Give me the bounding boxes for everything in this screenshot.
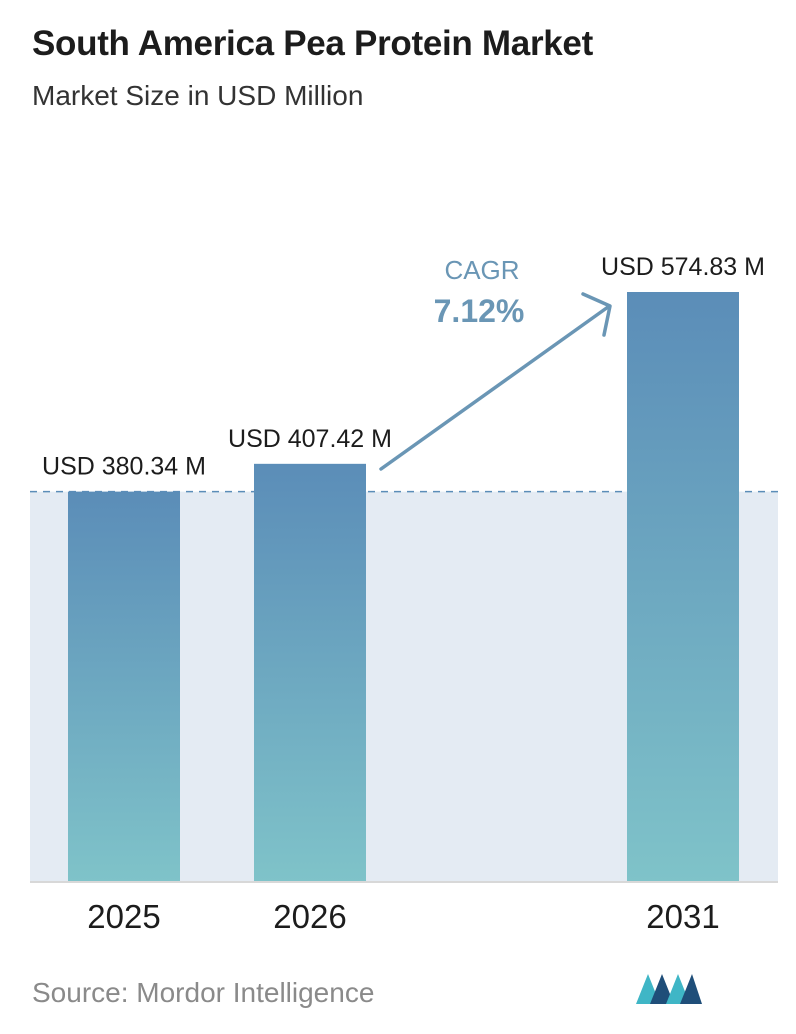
bar-chart: USD 380.34 M 2025 USD 407.42 M 2026 USD 574.… xyxy=(30,253,780,935)
bar-2025 xyxy=(68,491,180,882)
source-credit: Source: Mordor Intelligence xyxy=(32,977,375,1008)
x-tick-2025: 2025 xyxy=(87,898,160,935)
data-label-2026: USD 407.42 M xyxy=(228,425,392,453)
chart-title: South America Pea Protein Market xyxy=(32,24,593,63)
cagr-value: 7.12% xyxy=(434,293,525,329)
bar-2031 xyxy=(627,292,739,882)
x-tick-2026: 2026 xyxy=(273,898,346,935)
cagr-arrow-icon xyxy=(379,292,612,471)
data-label-2031: USD 574.83 M xyxy=(601,253,765,281)
cagr-label: CAGR xyxy=(444,255,519,285)
data-label-2025: USD 380.34 M xyxy=(42,453,206,481)
bar-2026 xyxy=(254,463,366,882)
cagr-annotation: CAGR 7.12% xyxy=(379,255,612,471)
mordor-intelligence-logo-icon xyxy=(636,974,702,1004)
x-tick-2031: 2031 xyxy=(646,898,719,935)
chart-subtitle: Market Size in USD Million xyxy=(32,80,364,111)
